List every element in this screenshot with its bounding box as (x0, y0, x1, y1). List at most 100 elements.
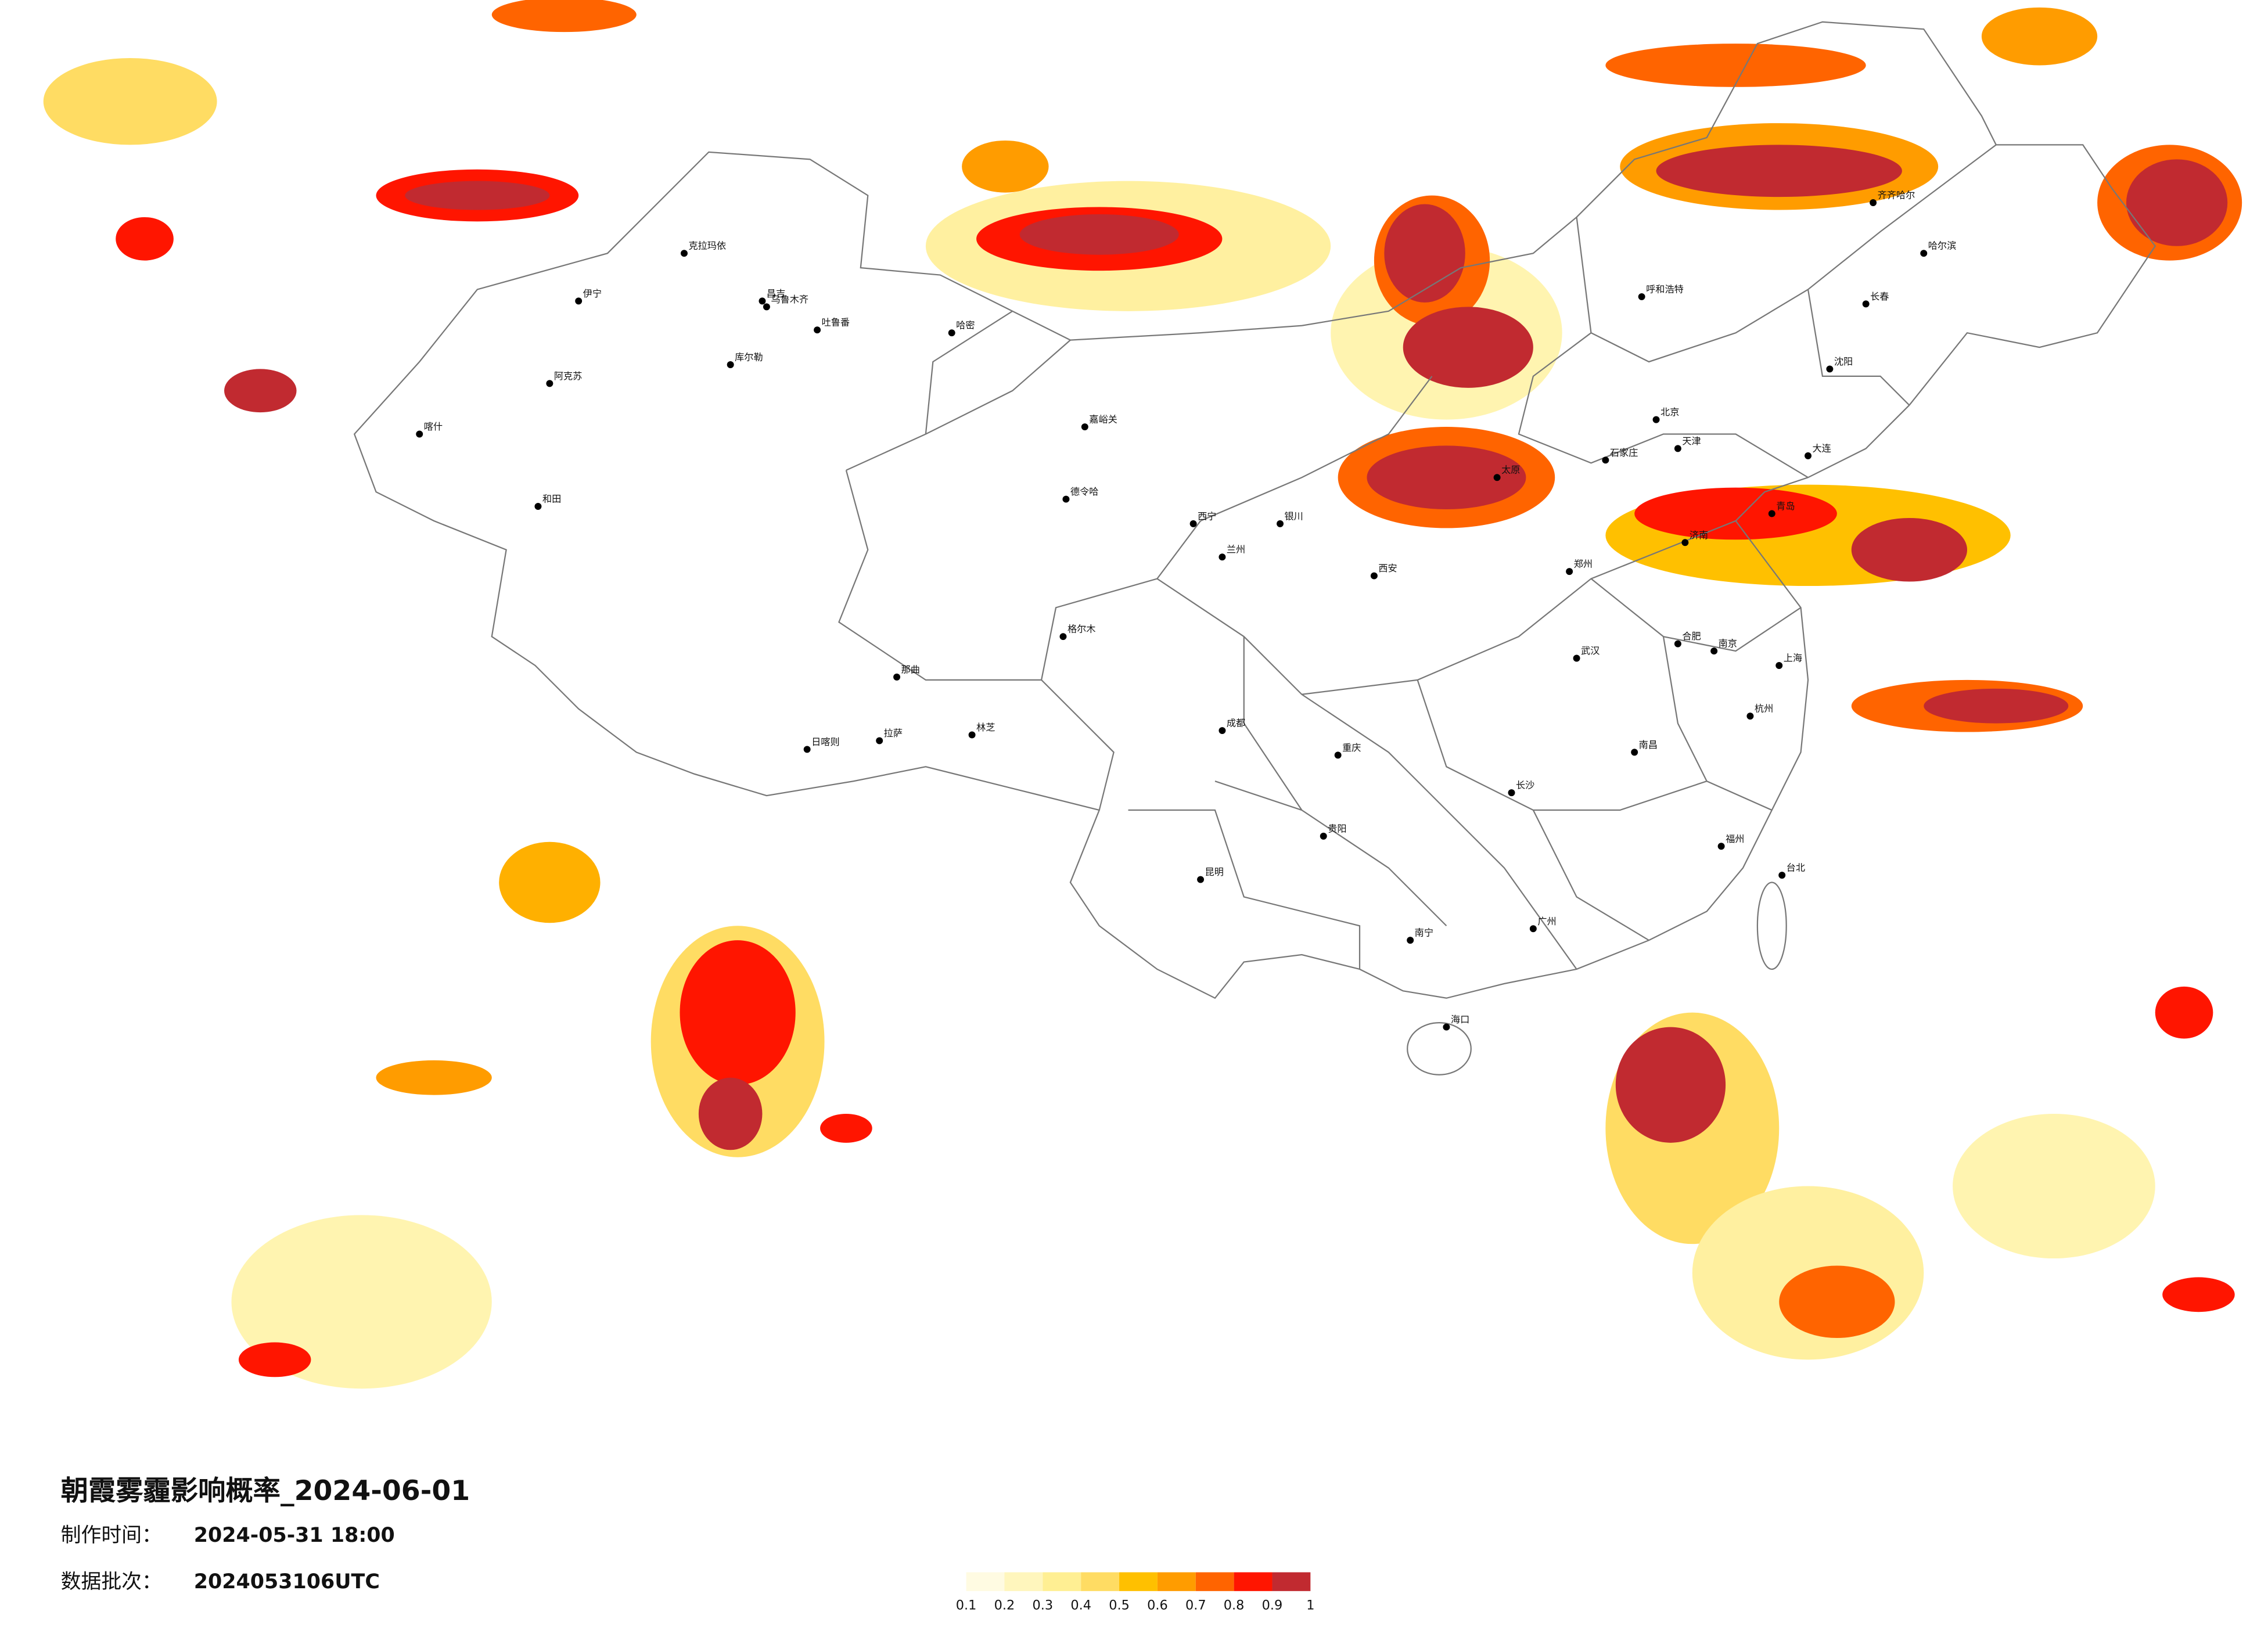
colorbar-tick-label: 0.3 (1033, 1598, 1054, 1613)
city-dot (1529, 925, 1537, 933)
color-cell (1195, 1572, 1234, 1591)
city-dot (1407, 937, 1414, 944)
city-label: 青岛 (1776, 501, 1795, 512)
city-dot (1920, 250, 1928, 257)
city-dot (948, 329, 955, 337)
city-label: 和田 (542, 494, 561, 505)
city-label: 那曲 (901, 664, 920, 675)
city-dot (1219, 727, 1226, 735)
city-dot (1638, 293, 1645, 300)
city-dot (546, 380, 553, 387)
city-label: 南宁 (1415, 927, 1433, 938)
city-dot (1493, 474, 1501, 481)
city-dot (1631, 749, 1638, 756)
city-dot (1775, 661, 1783, 669)
city-label: 济南 (1690, 530, 1708, 541)
city-dot (893, 673, 901, 681)
city-dot (1062, 495, 1070, 503)
city-dot (814, 326, 821, 334)
city-dot (759, 297, 766, 305)
city-dot (1573, 654, 1580, 662)
color-cell (1272, 1572, 1311, 1591)
city-label: 吐鲁番 (822, 317, 850, 328)
city-label: 贵阳 (1328, 823, 1346, 834)
city-label: 郑州 (1574, 559, 1593, 570)
city-label: 南京 (1719, 638, 1737, 649)
colorbar-tick-label: 0.6 (1147, 1598, 1168, 1613)
city-dot (575, 297, 583, 305)
city-dot (1674, 445, 1681, 452)
city-dot (1870, 199, 1877, 207)
city-label: 齐齐哈尔 (1878, 190, 1915, 201)
city-label: 石家庄 (1610, 447, 1638, 458)
city-dot (1602, 456, 1609, 464)
city-dot (876, 737, 883, 744)
city-label: 阿克苏 (554, 370, 583, 382)
city-dot (1805, 452, 1812, 459)
city-label: 林芝 (976, 722, 995, 733)
color-cell (1157, 1572, 1196, 1591)
color-cell (1004, 1572, 1043, 1591)
colorbar: 0.1 0.2 0.3 0.4 0.5 0.6 0.7 0.8 0.9 1 (956, 1572, 1314, 1613)
city-label: 哈密 (956, 320, 975, 331)
city-dot (1681, 539, 1689, 546)
city-label: 长春 (1870, 291, 1889, 302)
city-label: 台北 (1787, 862, 1805, 873)
city-dot (416, 430, 423, 438)
city-dot (534, 503, 542, 510)
city-label: 日喀则 (811, 736, 840, 747)
city-dot (1717, 843, 1725, 850)
colorbar-tick-label: 0.5 (1109, 1598, 1130, 1613)
city-label: 喀什 (424, 421, 443, 432)
borders (353, 21, 2156, 1075)
city-label: 大连 (1813, 443, 1831, 454)
city-label: 哈尔滨 (1928, 240, 1957, 251)
city-dot (1320, 832, 1327, 840)
color-cell (1119, 1572, 1158, 1591)
city-dot (1370, 572, 1378, 580)
city-label: 德令哈 (1070, 486, 1099, 497)
color-cell (1234, 1572, 1273, 1591)
city-dot (1443, 1023, 1450, 1031)
city-dot (727, 361, 734, 368)
haze-layer (43, 0, 2242, 1389)
city-dot (1277, 520, 1284, 527)
info-label: 数据批次： (61, 1570, 162, 1593)
city-label: 杭州 (1755, 703, 1773, 714)
city-dot (1197, 876, 1205, 883)
city-label: 拉萨 (884, 728, 903, 739)
city-dot (1508, 789, 1515, 797)
color-cell (966, 1572, 1005, 1591)
city-label: 克拉玛依 (688, 240, 726, 251)
city-dot (1059, 633, 1067, 641)
color-cell (1081, 1572, 1120, 1591)
city-dot (1334, 751, 1342, 759)
city-label: 广州 (1537, 916, 1556, 927)
map-title: 朝霞雾霾影响概率_2024-06-01 (61, 1475, 470, 1507)
city-dot (1862, 300, 1870, 308)
city-dot (803, 746, 811, 753)
city-dot (1566, 568, 1573, 575)
city-label: 重庆 (1342, 742, 1361, 753)
info-label: 制作时间： (61, 1524, 162, 1547)
city-label: 银川 (1285, 510, 1303, 521)
colorbar-tick-label: 0.7 (1185, 1598, 1206, 1613)
city-dot (1710, 647, 1718, 655)
city-label: 成都 (1227, 718, 1245, 729)
city-dot (1768, 510, 1775, 517)
color-cell (1043, 1572, 1081, 1591)
city-label: 伊宁 (583, 288, 602, 299)
city-dot (1746, 713, 1754, 720)
city-dot (1778, 872, 1786, 879)
city-label: 昆明 (1205, 866, 1224, 877)
city-label: 西宁 (1198, 510, 1216, 521)
city-label: 西安 (1378, 563, 1397, 574)
city-dot (1652, 416, 1660, 423)
city-dot (968, 731, 976, 739)
colorbar-tick-label: 0.2 (994, 1598, 1015, 1613)
city-label: 呼和浩特 (1646, 283, 1684, 294)
city-label: 北京 (1660, 406, 1679, 418)
colorbar-tick-label: 0.4 (1070, 1598, 1091, 1613)
